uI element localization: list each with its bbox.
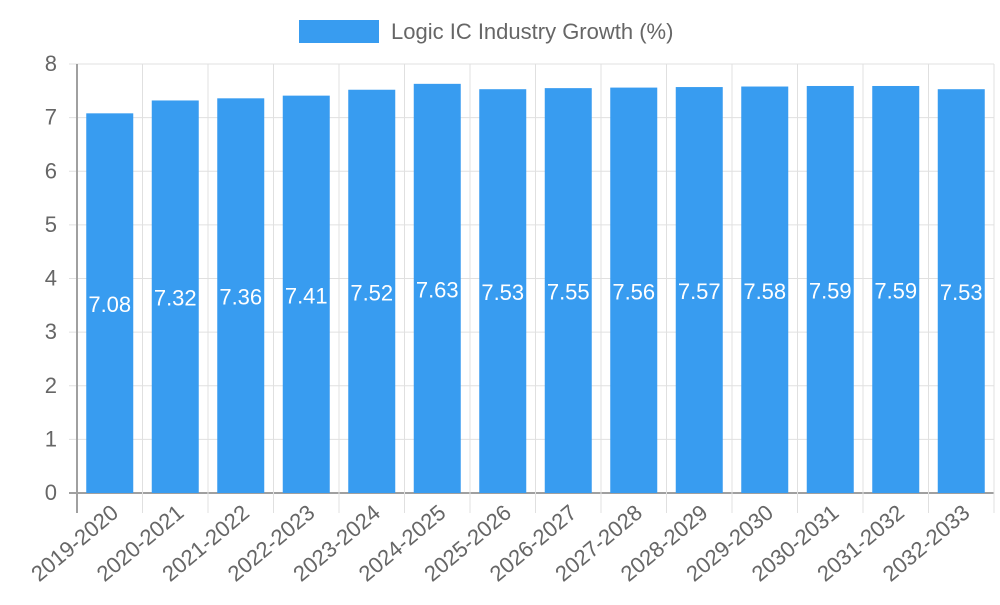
bar[interactable] — [610, 87, 658, 493]
bar-value-label: 7.36 — [219, 285, 262, 310]
bar-value-label: 7.55 — [547, 280, 590, 305]
bars: 7.08 7.32 7.36 7.41 7.52 7.63 7.53 7.55 7.56 7.57… — [86, 83, 985, 494]
legend-swatch — [299, 20, 379, 43]
y-tick-label: 2 — [45, 373, 57, 398]
y-tick-label: 4 — [45, 266, 57, 291]
bar[interactable] — [217, 98, 265, 493]
y-tick-label: 7 — [45, 105, 57, 130]
bar-value-label: 7.41 — [285, 283, 328, 308]
bar-value-label: 7.58 — [743, 279, 786, 304]
x-axis: 2019-20202020-20212021-20222022-20232023… — [26, 500, 974, 587]
bar-value-label: 7.57 — [678, 279, 721, 304]
bar-value-label: 7.59 — [809, 278, 852, 303]
bar[interactable] — [741, 86, 789, 494]
legend[interactable]: Logic IC Industry Growth (%) — [299, 19, 673, 44]
bar-value-label: 7.63 — [416, 277, 459, 302]
y-tick-label: 3 — [45, 319, 57, 344]
bar-value-label: 7.53 — [481, 280, 524, 305]
bar-value-label: 7.52 — [350, 280, 393, 305]
bar[interactable] — [348, 89, 396, 494]
bar[interactable] — [675, 87, 723, 493]
bar-value-label: 7.32 — [154, 286, 197, 311]
bar[interactable] — [544, 88, 592, 493]
bar[interactable] — [282, 95, 330, 494]
y-tick-label: 8 — [45, 51, 57, 76]
bar[interactable] — [86, 113, 134, 494]
bar[interactable] — [806, 85, 854, 493]
y-axis: 0 1 2 3 4 5 6 7 8 — [45, 51, 57, 505]
y-tick-label: 0 — [45, 480, 57, 505]
bar[interactable] — [151, 100, 199, 493]
bar[interactable] — [937, 89, 985, 494]
y-tick-label: 1 — [45, 426, 57, 451]
legend-label: Logic IC Industry Growth (%) — [391, 19, 673, 44]
bar-value-label: 7.56 — [612, 279, 655, 304]
bar-value-label: 7.08 — [88, 292, 131, 317]
bar[interactable] — [872, 85, 920, 493]
y-tick-label: 6 — [45, 158, 57, 183]
bar[interactable] — [479, 89, 527, 494]
bar[interactable] — [413, 83, 461, 493]
gridlines — [69, 63, 995, 513]
y-tick-label: 5 — [45, 212, 57, 237]
bar-value-label: 7.53 — [940, 280, 983, 305]
bar-value-label: 7.59 — [874, 278, 917, 303]
